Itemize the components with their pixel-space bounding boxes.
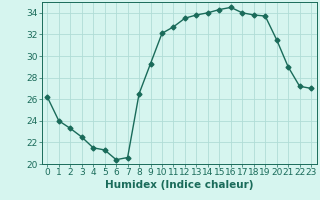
X-axis label: Humidex (Indice chaleur): Humidex (Indice chaleur) bbox=[105, 180, 253, 190]
